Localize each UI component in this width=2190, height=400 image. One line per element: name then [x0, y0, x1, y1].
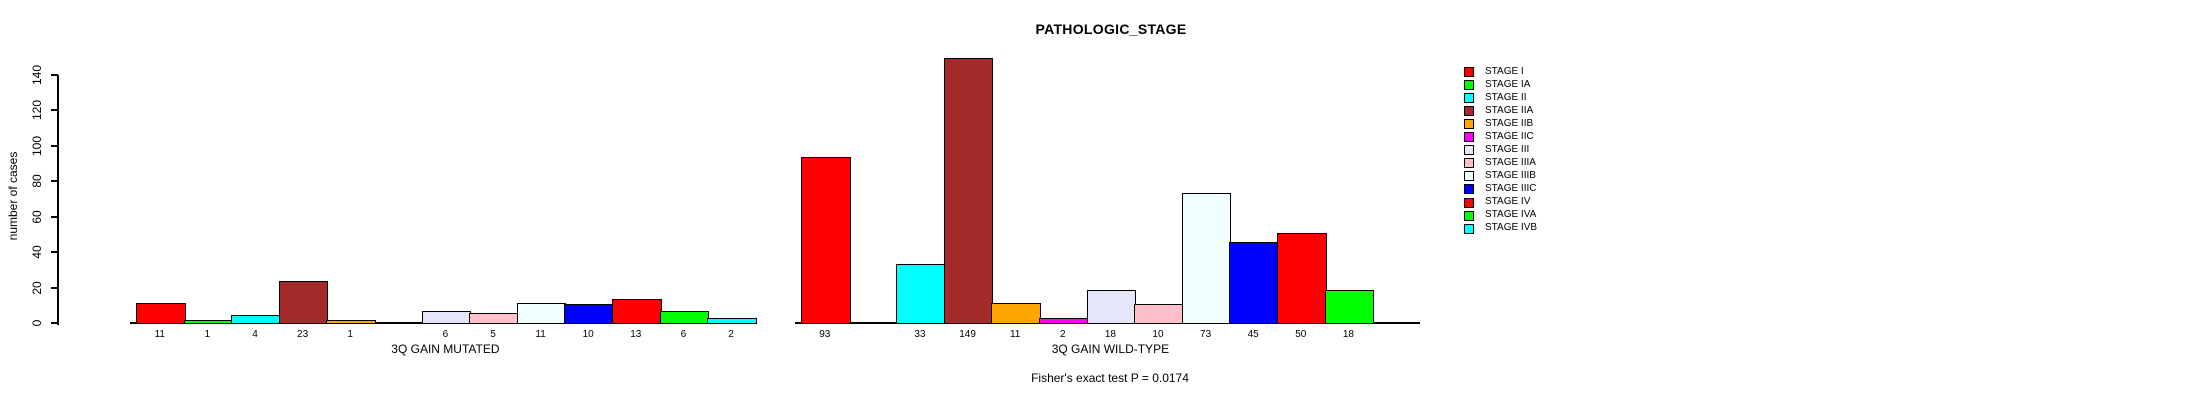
- bar: [1039, 318, 1089, 324]
- legend-label: STAGE III: [1485, 143, 1530, 155]
- bar: [659, 311, 710, 324]
- bar: [991, 302, 1041, 324]
- bar-count-label: 33: [914, 329, 926, 340]
- bar-count-label: 50: [1295, 329, 1307, 340]
- bar: [231, 314, 281, 324]
- y-tick: [51, 144, 58, 147]
- legend-swatch: [1464, 158, 1474, 169]
- legend-swatch: [1464, 210, 1474, 221]
- y-tick-label: 140: [30, 64, 44, 86]
- y-tick-label: 60: [30, 210, 44, 224]
- bar-count-label: 2: [728, 329, 734, 340]
- y-tick: [51, 215, 58, 218]
- bar: [1229, 242, 1279, 324]
- bar-count-label: 149: [959, 329, 976, 340]
- bar-count-label: 10: [1152, 329, 1164, 340]
- legend-label: STAGE IIC: [1485, 130, 1534, 142]
- legend-swatch: [1464, 171, 1474, 182]
- bar: [1277, 233, 1327, 324]
- y-tick: [51, 286, 58, 289]
- bar: [1181, 192, 1232, 324]
- legend-label: STAGE IV: [1485, 196, 1531, 207]
- legend-label: STAGE IVA: [1485, 209, 1537, 221]
- bar-count-label: 2: [1060, 329, 1066, 340]
- legend-label: STAGE IIB: [1485, 117, 1534, 129]
- legend-label: STAGE II: [1485, 91, 1527, 103]
- y-tick: [51, 180, 58, 183]
- legend-label: STAGE IIIB: [1485, 169, 1536, 181]
- legend-swatch: [1464, 93, 1474, 104]
- legend-swatch: [1464, 106, 1474, 117]
- bar-count-label: 1: [347, 329, 353, 340]
- bar: [136, 302, 186, 324]
- legend-swatch: [1464, 132, 1474, 143]
- bar: [1134, 304, 1184, 324]
- bar-count-label: 11: [1009, 329, 1021, 340]
- bar: [278, 281, 329, 324]
- legend-swatch: [1464, 145, 1474, 156]
- bar: [421, 311, 472, 324]
- y-axis-line: [57, 75, 59, 325]
- legend-label: STAGE IIIA: [1485, 156, 1536, 168]
- legend-label: STAGE I: [1485, 65, 1524, 77]
- y-tick: [51, 322, 58, 324]
- y-tick-label: 0: [30, 319, 44, 327]
- bar-count-label: 6: [442, 329, 449, 340]
- legend-swatch: [1464, 67, 1474, 77]
- bar: [469, 313, 519, 324]
- y-tick: [51, 251, 58, 254]
- bar-count-label: 10: [582, 329, 594, 340]
- legend-swatch: [1464, 184, 1474, 195]
- stat-annotation: Fisher's exact test P = 0.0174: [1031, 371, 1189, 385]
- y-tick: [51, 74, 58, 76]
- y-axis-title: number of cases: [6, 151, 20, 241]
- y-tick-label: 40: [30, 245, 44, 259]
- legend-swatch: [1464, 119, 1474, 130]
- bar-count-label: 73: [1200, 329, 1212, 340]
- bar: [943, 58, 994, 324]
- bar-count-label: 11: [154, 329, 165, 340]
- x-axis-group-label: 3Q GAIN MUTATED: [391, 342, 500, 356]
- bar-count-label: 6: [680, 329, 687, 340]
- bar-count-label: 5: [490, 329, 496, 340]
- legend-label: STAGE IA: [1485, 78, 1531, 90]
- legend-label: STAGE IIA: [1485, 104, 1534, 116]
- bar-count-label: 93: [819, 329, 831, 340]
- legend-label: STAGE IVB: [1485, 222, 1538, 234]
- bar: [896, 263, 946, 324]
- x-axis-group-label: 3Q GAIN WILD-TYPE: [1051, 342, 1170, 356]
- y-tick: [51, 109, 58, 112]
- y-tick-label: 100: [30, 135, 44, 156]
- bar-count-label: 1: [204, 329, 211, 340]
- chart-title: PATHOLOGIC_STAGE: [1035, 21, 1187, 37]
- bar: [516, 302, 567, 324]
- bar: [326, 320, 376, 324]
- bar-count-label: 18: [1104, 329, 1116, 340]
- legend-swatch: [1464, 223, 1474, 234]
- bar-count-label: 18: [1342, 329, 1354, 340]
- bar: [564, 304, 614, 324]
- bar-count-label: 4: [252, 329, 258, 340]
- bar-count-label: 13: [630, 329, 642, 340]
- y-tick-label: 80: [30, 174, 44, 188]
- legend-label: STAGE IIIC: [1485, 182, 1537, 194]
- legend-swatch: [1464, 197, 1474, 208]
- legend-swatch: [1464, 80, 1474, 91]
- y-tick-label: 120: [30, 100, 44, 121]
- bar: [1086, 290, 1137, 324]
- bar: [183, 320, 234, 324]
- bar-count-label: 23: [297, 329, 309, 340]
- bar: [612, 298, 662, 324]
- bar: [707, 318, 757, 324]
- bar: [1324, 290, 1375, 324]
- bar: [801, 157, 851, 324]
- bar-count-label: 11: [535, 329, 546, 340]
- bar-count-label: 45: [1247, 329, 1259, 340]
- y-tick-label: 20: [30, 280, 44, 295]
